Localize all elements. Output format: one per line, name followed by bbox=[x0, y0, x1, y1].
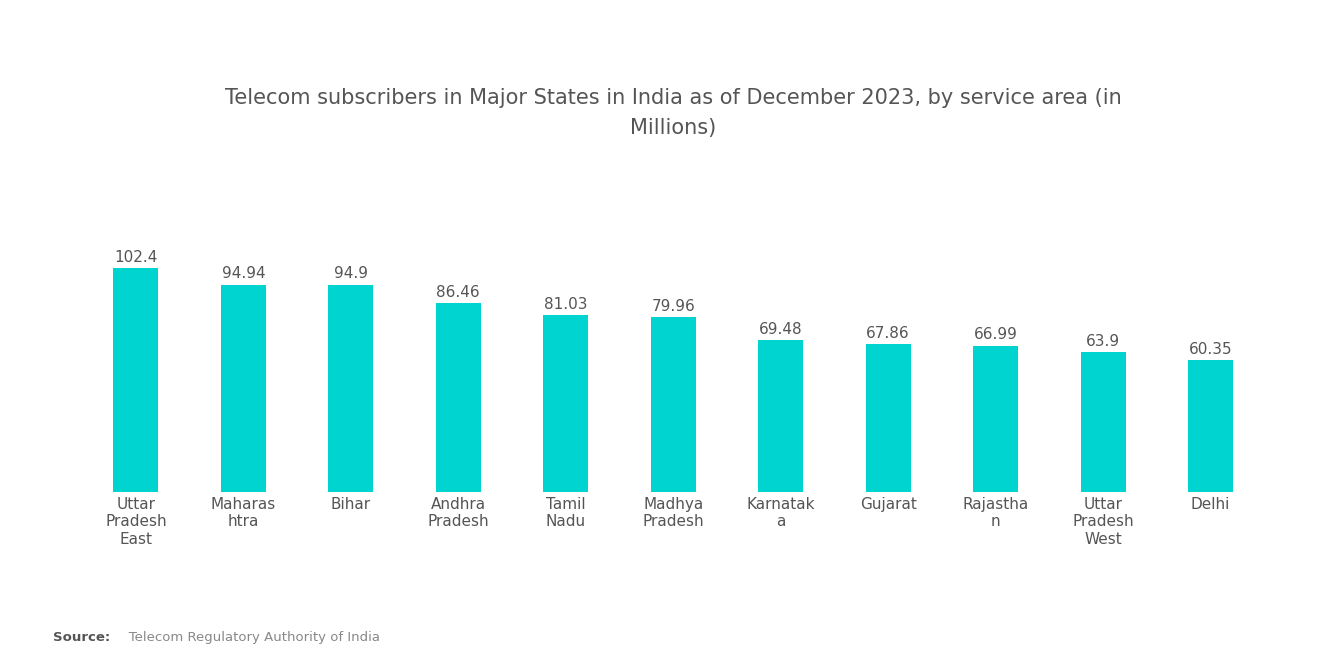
Text: 79.96: 79.96 bbox=[651, 299, 696, 314]
Text: 67.86: 67.86 bbox=[866, 326, 909, 340]
Text: 66.99: 66.99 bbox=[974, 327, 1018, 342]
Bar bbox=[758, 340, 804, 492]
Title: Telecom subscribers in Major States in India as of December 2023, by service are: Telecom subscribers in Major States in I… bbox=[224, 88, 1122, 138]
Text: 69.48: 69.48 bbox=[759, 322, 803, 337]
Text: 94.94: 94.94 bbox=[222, 267, 265, 281]
Bar bbox=[1188, 360, 1233, 492]
Bar bbox=[114, 269, 158, 492]
Text: 81.03: 81.03 bbox=[544, 297, 587, 312]
Bar bbox=[866, 344, 911, 492]
Bar bbox=[1081, 352, 1126, 492]
Bar bbox=[329, 285, 374, 492]
Text: 86.46: 86.46 bbox=[437, 285, 480, 300]
Text: 63.9: 63.9 bbox=[1086, 334, 1121, 349]
Text: 60.35: 60.35 bbox=[1189, 342, 1233, 357]
Bar bbox=[220, 285, 265, 492]
Bar bbox=[651, 317, 696, 492]
Text: Source:: Source: bbox=[53, 630, 110, 644]
Text: 102.4: 102.4 bbox=[114, 250, 157, 265]
Bar bbox=[436, 303, 480, 492]
Text: 94.9: 94.9 bbox=[334, 267, 368, 281]
Bar bbox=[973, 346, 1018, 492]
Bar bbox=[543, 315, 589, 492]
Text: Telecom Regulatory Authority of India: Telecom Regulatory Authority of India bbox=[116, 630, 380, 644]
